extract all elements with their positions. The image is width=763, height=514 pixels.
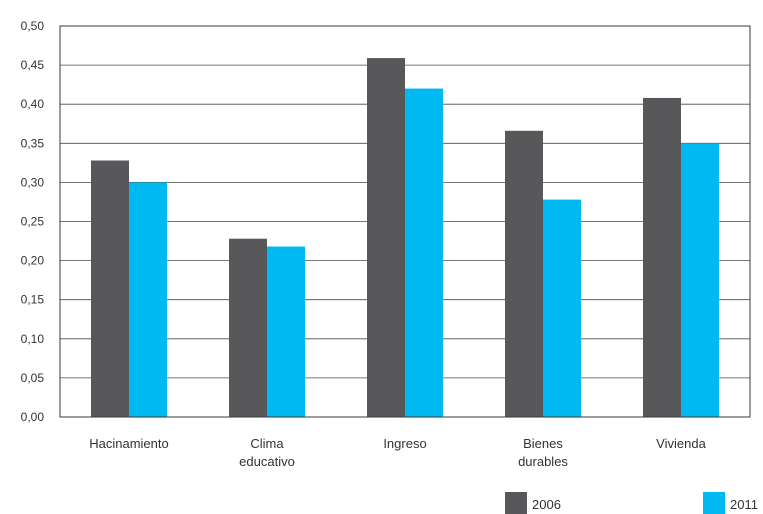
y-tick-label: 0,25 [21, 215, 45, 229]
category-label: educativo [239, 454, 295, 469]
bar-2011-4 [681, 143, 719, 418]
bar-2006-0 [91, 160, 129, 417]
legend-swatch-2011 [703, 492, 725, 514]
axes [59, 25, 751, 418]
y-tick-label: 0,10 [21, 332, 45, 346]
y-tick-label: 0,15 [21, 293, 45, 307]
bar-2006-2 [367, 58, 405, 417]
bar-2006-4 [643, 97, 681, 417]
legend-label-2011: 2011 [730, 497, 758, 512]
bar-2011-3 [543, 199, 581, 417]
category-label: Ingreso [383, 436, 426, 451]
y-tick-label: 0,35 [21, 136, 45, 150]
legend: 2006 2011 [505, 492, 758, 514]
y-tick-label: 0,50 [21, 19, 45, 33]
y-tick-label: 0,30 [21, 175, 45, 189]
plot-frame [59, 25, 751, 418]
category-label: Bienes [523, 436, 563, 451]
legend-swatch-2006 [505, 492, 527, 514]
bar-2011-2 [405, 88, 443, 417]
y-tick-label: 0,05 [21, 371, 45, 385]
y-tick-labels: 0,00 0,05 0,10 0,15 0,20 0,25 0,30 0,35 0,40 0,45… [21, 19, 45, 424]
category-label: Hacinamiento [89, 436, 169, 451]
y-tick-label: 0,20 [21, 254, 45, 268]
bar-2006-3 [505, 130, 543, 417]
y-tick-label: 0,00 [21, 410, 45, 424]
bars [91, 58, 719, 418]
y-tick-label: 0,45 [21, 58, 45, 72]
y-tick-label: 0,40 [21, 97, 45, 111]
category-labels: Hacinamiento Clima educativo Ingreso Bienes d… [89, 436, 706, 469]
bar-2006-1 [229, 238, 267, 417]
category-label: Vivienda [656, 436, 706, 451]
category-label: durables [518, 454, 568, 469]
category-label: Clima [250, 436, 284, 451]
bar-2011-0 [129, 182, 167, 417]
legend-label-2006: 2006 [532, 497, 561, 512]
bar-2011-1 [267, 246, 305, 417]
